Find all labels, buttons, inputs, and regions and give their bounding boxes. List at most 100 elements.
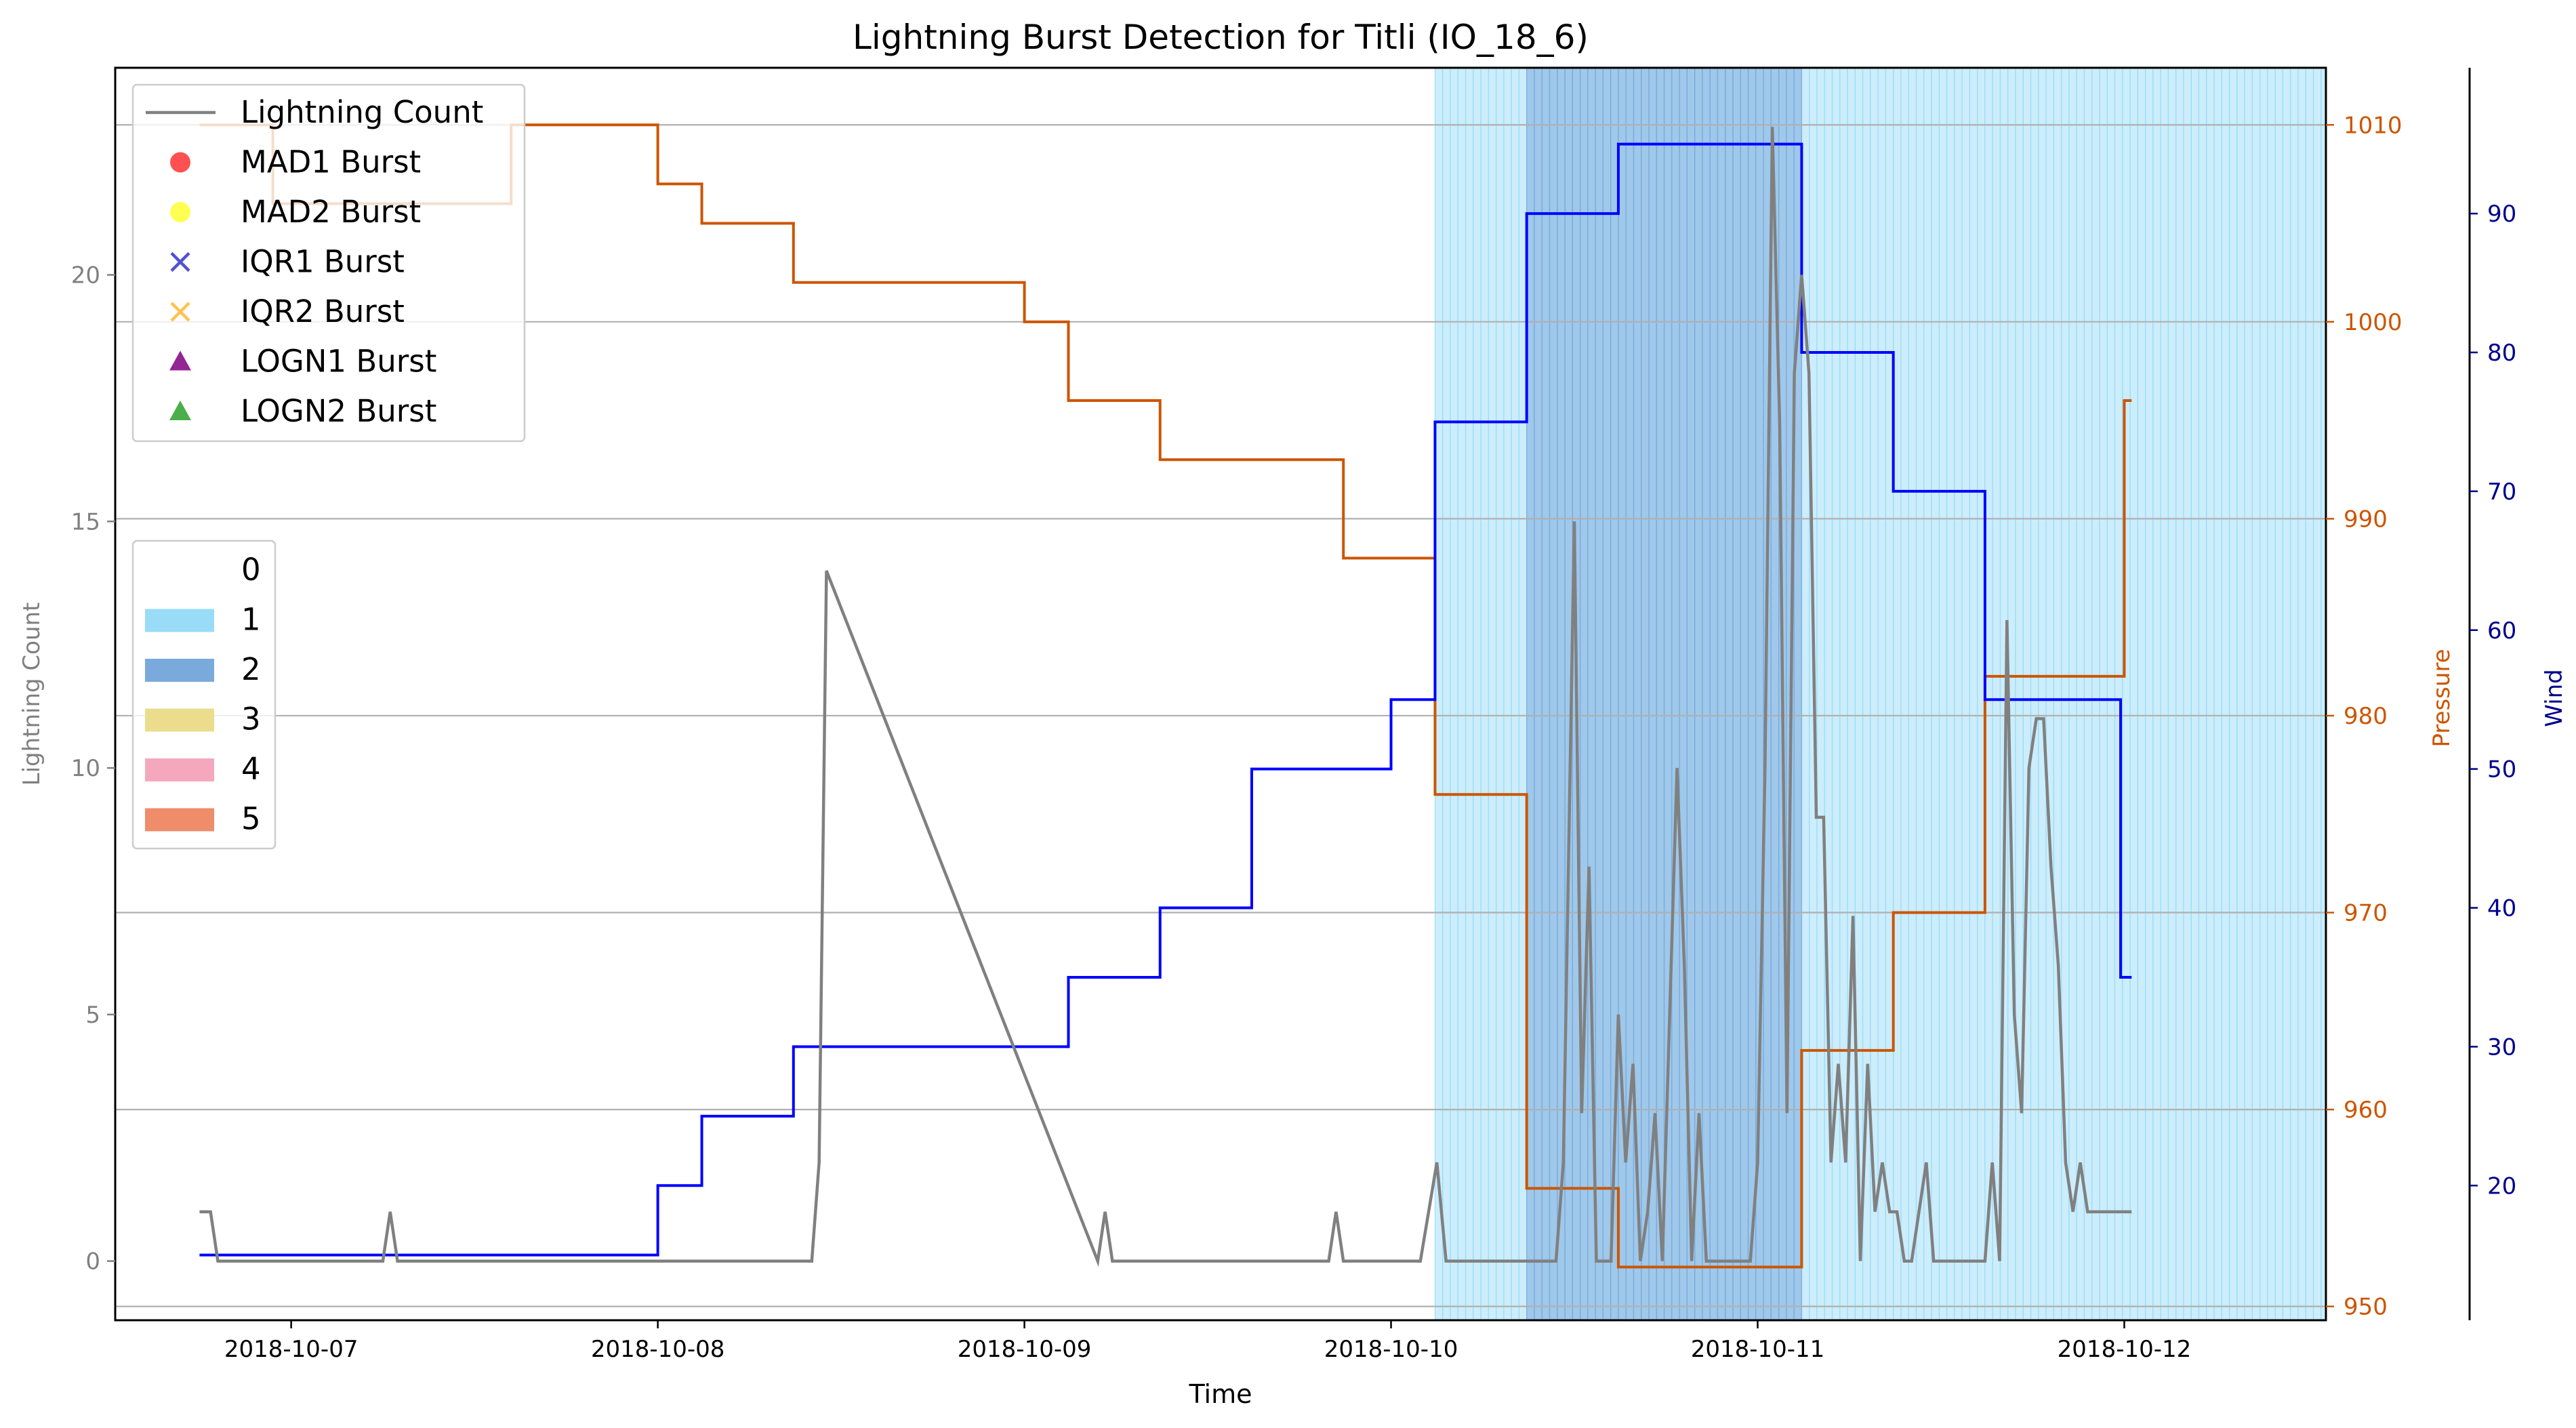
legend-entry: LOGN2 Burst [169,393,436,429]
category-band [2175,67,2184,1321]
left-tick-label: 5 [85,1002,100,1029]
category-legend-entry: 5 [145,801,261,837]
category-band [1641,67,1650,1321]
legend-label: LOGN1 Burst [241,344,436,380]
category-band [2030,67,2039,1321]
category-swatch [145,609,214,632]
category-band [2122,67,2131,1321]
wind-axis-label: Wind [2541,669,2568,727]
category-span-layer [1434,67,2327,1321]
category-band [1496,67,1505,1321]
category-swatch [145,708,214,732]
category-band [1915,67,1925,1321]
category-band [1602,67,1612,1321]
category-band [2068,67,2077,1321]
category-band [1931,67,1940,1321]
x-tick-label: 2018-10-11 [1691,1336,1825,1363]
category-label: 1 [241,602,261,638]
category-label: 2 [241,651,261,687]
category-band [1877,67,1886,1321]
series-line-wind [199,142,2132,1257]
legend-entry: MAD2 Burst [170,194,421,230]
category-label: 4 [241,751,261,787]
category-band [2091,67,2100,1321]
left-axis-label: Lightning Count [18,603,45,786]
category-band [2160,67,2169,1321]
left-tick-label: 0 [85,1248,100,1276]
category-band [1473,67,1481,1321]
category-legend-entry: 2 [145,651,261,687]
category-band [1893,67,1902,1321]
category-band [2274,67,2284,1321]
category-swatch [145,758,214,781]
category-band [1816,67,1825,1321]
chart-title: Lightning Burst Detection for Titli (IO_… [853,18,1589,57]
x-tick-label: 2018-10-09 [958,1336,1092,1363]
category-band [2114,67,2123,1321]
legend-categories: 0 1 2 3 4 5 [131,539,277,850]
wind-tick-label: 90 [2487,201,2516,228]
category-band [1511,67,1520,1321]
category-band [1885,67,1894,1321]
category-band [2190,67,2200,1321]
category-legend-entry: 0 [145,552,261,588]
category-band [2260,67,2268,1321]
wind-tick-label: 30 [2487,1034,2516,1061]
category-band [2236,67,2245,1321]
category-label: 3 [241,701,261,737]
pressure-tick-label: 990 [2344,506,2388,533]
category-band [2213,67,2222,1321]
category-band [1488,67,1497,1321]
legend-label: IQR1 Burst [241,244,405,280]
legend-circle-marker [170,202,190,222]
category-swatch [145,559,214,582]
category-span-2 [1526,67,1803,1321]
legend-triangle-marker [169,350,191,371]
x-tick-label: 2018-10-08 [591,1336,725,1363]
category-band [2106,67,2116,1321]
legend-label: Lightning Count [241,94,483,130]
category-band [2038,67,2047,1321]
category-band [2045,67,2054,1321]
category-band [1725,67,1734,1321]
pressure-tick-label: 950 [2344,1294,2388,1321]
category-band [1961,67,1970,1321]
category-band [1503,67,1512,1321]
category-band [1465,67,1474,1321]
category-band [1740,67,1749,1321]
category-band [2244,67,2253,1321]
category-band [2129,67,2138,1321]
legend-label: LOGN2 Burst [241,393,436,429]
wind-tick-label: 40 [2487,895,2516,922]
category-swatch [145,659,214,682]
legend-x-marker [170,302,190,322]
category-band [2144,67,2154,1321]
category-band [2183,67,2192,1321]
category-band [2282,67,2291,1321]
plot-frame [114,66,2327,1322]
category-band [1457,67,1467,1321]
category-band [2015,67,2024,1321]
category-band [2312,67,2322,1321]
legend-circle-marker [170,152,190,173]
pressure-tick-label: 980 [2344,703,2388,730]
category-swatch [145,808,214,832]
category-band [1579,67,1589,1321]
category-band [2198,67,2207,1321]
category-band [1900,67,1909,1321]
category-label: 5 [241,801,261,837]
category-band [1969,67,1978,1321]
category-band [1450,67,1458,1321]
category-band [1908,67,1917,1321]
category-band [1938,67,1948,1321]
category-band [1671,67,1680,1321]
wind-tick-label: 70 [2487,478,2516,506]
category-band [2267,67,2276,1321]
category-band [1717,67,1726,1321]
category-band [2083,67,2093,1321]
axes-layer: 2018-10-07 2018-10-08 2018-10-09 2018-10-10… [71,112,2517,1363]
legend-entry: IQR1 Burst [170,244,405,280]
category-band [1480,67,1489,1321]
